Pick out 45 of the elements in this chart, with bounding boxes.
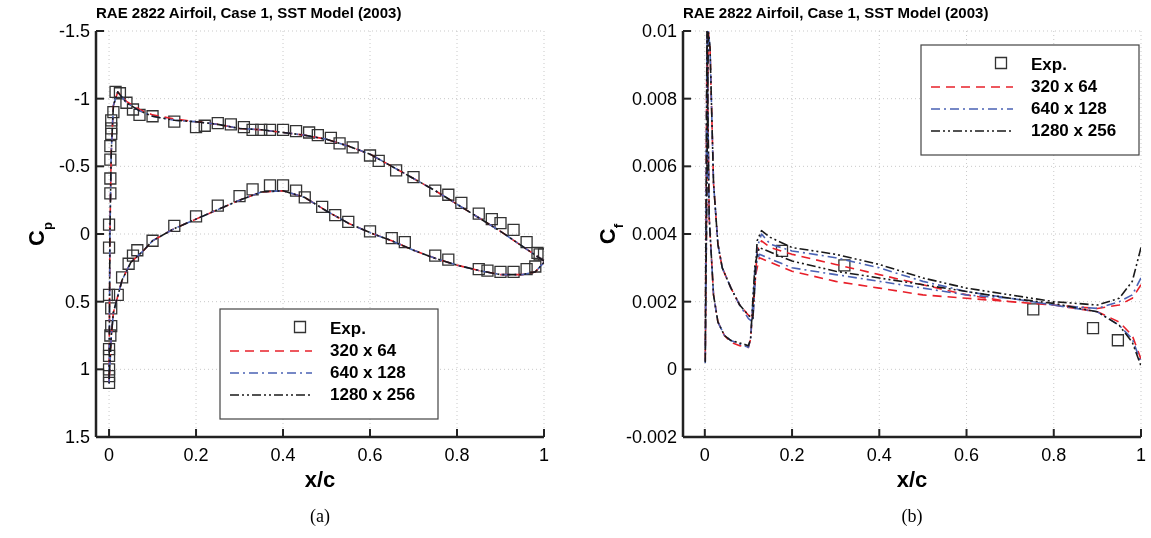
legend-label: Exp.: [1031, 55, 1067, 74]
y-tick-label: 0.01: [641, 21, 677, 41]
x-tick-label: 0.8: [444, 445, 470, 465]
y-tick-label: -0.5: [58, 156, 90, 177]
legend-label: 640 x 128: [330, 363, 406, 382]
x-tick-label: 0.6: [357, 445, 383, 465]
x-tick-label: 1: [1135, 445, 1147, 465]
x-axis-title: x/c: [896, 467, 928, 492]
x-axis-title: x/c: [304, 467, 336, 492]
legend-label: Exp.: [330, 319, 366, 338]
x-tick-label: 0.2: [779, 445, 805, 465]
y-tick-label: 0: [79, 224, 90, 244]
text: (b): [901, 506, 923, 527]
y-tick-label: 0: [666, 359, 677, 380]
y-tick-label: 1.5: [64, 427, 90, 447]
y-tick-label: 0.006: [631, 156, 677, 177]
y-tick-label: -0.002: [625, 427, 677, 447]
legend-label: 320 x 64: [330, 341, 397, 360]
legend-label: 320 x 64: [1031, 77, 1098, 96]
point: [838, 259, 851, 272]
x-tick-label: 0.4: [270, 445, 296, 465]
x-tick-label: 0.4: [866, 445, 892, 465]
chart-title: RAE 2822 Airfoil, Case 1, SST Model (2003): [96, 4, 402, 21]
x-tick-label: 0: [104, 445, 115, 465]
y-tick-label: -1: [73, 88, 90, 109]
point: [1086, 321, 1100, 335]
x-tick-label: 0: [699, 445, 710, 465]
y-tick-label: 1: [79, 359, 90, 380]
y-tick-label: -1.5: [58, 21, 90, 41]
legend-label: 1280 x 256: [330, 385, 416, 404]
point: [1027, 303, 1040, 316]
point: [775, 244, 789, 258]
y-tick-label: 0.5: [64, 291, 90, 312]
legend-label: 640 x 128: [1031, 99, 1107, 118]
y-tick-label: 0.002: [631, 291, 677, 312]
point: [1111, 334, 1125, 347]
x-tick-label: 1: [538, 445, 550, 465]
y-tick-label: 0.004: [631, 224, 677, 244]
legend-label: 1280 x 256: [1031, 121, 1117, 140]
x-tick-label: 0.2: [183, 445, 209, 465]
x-tick-label: 0.8: [1041, 445, 1067, 465]
y-tick-label: 0.008: [631, 88, 677, 109]
text: (a): [310, 506, 330, 527]
x-tick-label: 0.6: [954, 445, 980, 465]
chart-title: RAE 2822 Airfoil, Case 1, SST Model (2003): [683, 4, 989, 21]
